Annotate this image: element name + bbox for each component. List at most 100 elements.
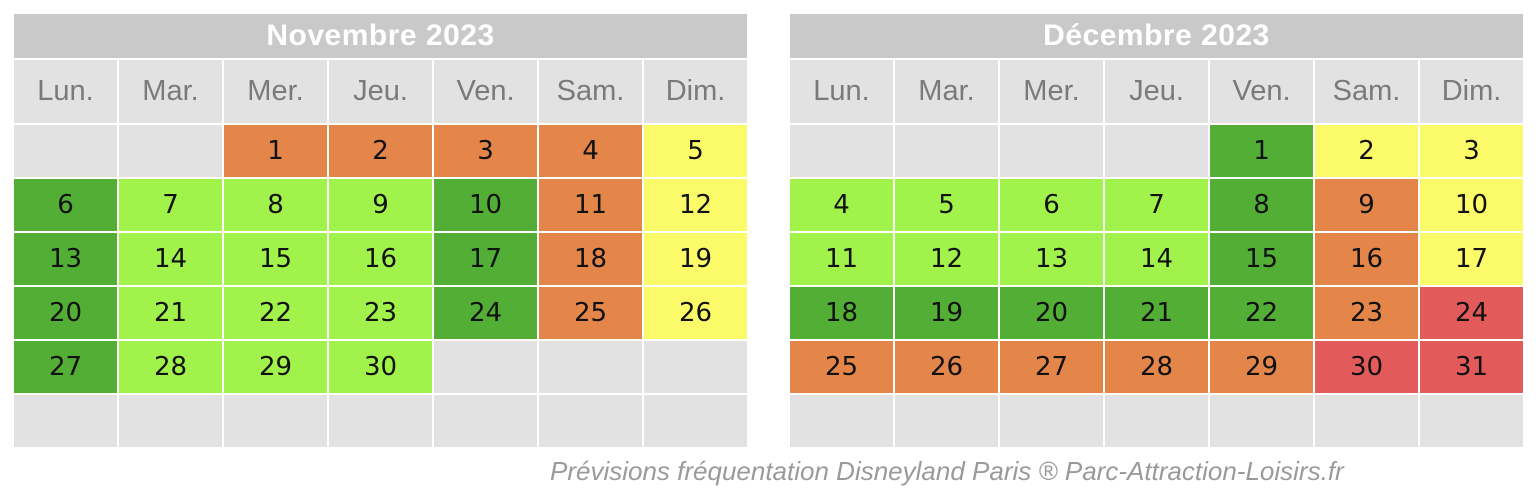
- day-cell: 28: [1105, 341, 1208, 393]
- day-cell: 8: [1210, 179, 1313, 231]
- day-cell: 10: [434, 179, 537, 231]
- empty-day-cell: [539, 341, 642, 393]
- day-cell: 21: [1105, 287, 1208, 339]
- day-cell: 3: [434, 125, 537, 177]
- day-cell: 11: [790, 233, 893, 285]
- day-cell: 4: [790, 179, 893, 231]
- week-row: 6 7 8 9 10 11 12: [14, 179, 747, 231]
- week-row: [790, 395, 1523, 447]
- day-cell: 21: [119, 287, 222, 339]
- day-cell: 5: [895, 179, 998, 231]
- day-cell: 7: [1105, 179, 1208, 231]
- day-cell: 22: [224, 287, 327, 339]
- empty-day-cell: [434, 341, 537, 393]
- week-row: 25 26 27 28 29 30 31: [790, 341, 1523, 393]
- week-row: [14, 395, 747, 447]
- day-cell: 18: [539, 233, 642, 285]
- day-cell: 17: [434, 233, 537, 285]
- empty-day-cell: [119, 395, 222, 447]
- day-cell: 31: [1420, 341, 1523, 393]
- day-cell: 11: [539, 179, 642, 231]
- calendar-grid: 1 2 3 4 5 6 7 8 9 10 11 12 13 14 15 16 17 18 19 20 21 22 23 24 2…: [14, 125, 747, 447]
- empty-day-cell: [1105, 395, 1208, 447]
- week-row: 18 19 20 21 22 23 24: [790, 287, 1523, 339]
- weekday-fri: Ven.: [434, 60, 537, 123]
- day-cell: 24: [434, 287, 537, 339]
- day-cell: 3: [1420, 125, 1523, 177]
- weekday-sun: Dim.: [1420, 60, 1523, 123]
- day-cell: 1: [1210, 125, 1313, 177]
- month-title: Novembre 2023: [14, 14, 747, 58]
- day-cell: 2: [1315, 125, 1418, 177]
- day-cell: 16: [329, 233, 432, 285]
- week-row: 11 12 13 14 15 16 17: [790, 233, 1523, 285]
- day-cell: 27: [1000, 341, 1103, 393]
- calendar-november: Novembre 2023 Lun. Mar. Mer. Jeu. Ven. S…: [12, 12, 749, 449]
- day-cell: 23: [329, 287, 432, 339]
- weekday-sat: Sam.: [539, 60, 642, 123]
- day-cell: 13: [1000, 233, 1103, 285]
- weekday-thu: Jeu.: [329, 60, 432, 123]
- empty-day-cell: [224, 395, 327, 447]
- empty-day-cell: [1105, 125, 1208, 177]
- empty-day-cell: [14, 395, 117, 447]
- empty-day-cell: [1000, 125, 1103, 177]
- day-cell: 19: [644, 233, 747, 285]
- weekday-wed: Mer.: [224, 60, 327, 123]
- day-cell: 10: [1420, 179, 1523, 231]
- day-cell: 20: [14, 287, 117, 339]
- day-cell: 6: [14, 179, 117, 231]
- day-cell: 9: [329, 179, 432, 231]
- day-cell: 2: [329, 125, 432, 177]
- empty-day-cell: [790, 395, 893, 447]
- weekday-fri: Ven.: [1210, 60, 1313, 123]
- empty-day-cell: [644, 341, 747, 393]
- empty-day-cell: [1210, 395, 1313, 447]
- day-cell: 15: [224, 233, 327, 285]
- empty-day-cell: [434, 395, 537, 447]
- day-cell: 25: [539, 287, 642, 339]
- empty-day-cell: [329, 395, 432, 447]
- weekday-tue: Mar.: [895, 60, 998, 123]
- weekday-mon: Lun.: [790, 60, 893, 123]
- week-row: 20 21 22 23 24 25 26: [14, 287, 747, 339]
- day-cell: 14: [1105, 233, 1208, 285]
- day-cell: 1: [224, 125, 327, 177]
- day-cell: 6: [1000, 179, 1103, 231]
- day-cell: 19: [895, 287, 998, 339]
- day-cell: 24: [1420, 287, 1523, 339]
- day-cell: 15: [1210, 233, 1313, 285]
- empty-day-cell: [539, 395, 642, 447]
- day-cell: 26: [644, 287, 747, 339]
- day-cell: 17: [1420, 233, 1523, 285]
- day-cell: 30: [329, 341, 432, 393]
- day-cell: 4: [539, 125, 642, 177]
- day-cell: 13: [14, 233, 117, 285]
- week-row: 13 14 15 16 17 18 19: [14, 233, 747, 285]
- empty-day-cell: [895, 395, 998, 447]
- day-cell: 14: [119, 233, 222, 285]
- day-cell: 28: [119, 341, 222, 393]
- day-cell: 25: [790, 341, 893, 393]
- empty-day-cell: [1000, 395, 1103, 447]
- weekday-sun: Dim.: [644, 60, 747, 123]
- day-cell: 18: [790, 287, 893, 339]
- calendar-grid: 1 2 3 4 5 6 7 8 9 10 11 12 13 14 15 16 17 18 19 20 21 22 23 24 2…: [790, 125, 1523, 447]
- day-cell: 29: [1210, 341, 1313, 393]
- day-cell: 26: [895, 341, 998, 393]
- empty-day-cell: [14, 125, 117, 177]
- day-cell: 16: [1315, 233, 1418, 285]
- weekday-thu: Jeu.: [1105, 60, 1208, 123]
- day-cell: 12: [644, 179, 747, 231]
- day-cell: 12: [895, 233, 998, 285]
- day-cell: 27: [14, 341, 117, 393]
- day-cell: 9: [1315, 179, 1418, 231]
- weekday-tue: Mar.: [119, 60, 222, 123]
- empty-day-cell: [644, 395, 747, 447]
- empty-day-cell: [1315, 395, 1418, 447]
- empty-day-cell: [895, 125, 998, 177]
- day-cell: 30: [1315, 341, 1418, 393]
- empty-day-cell: [119, 125, 222, 177]
- month-title: Décembre 2023: [790, 14, 1523, 58]
